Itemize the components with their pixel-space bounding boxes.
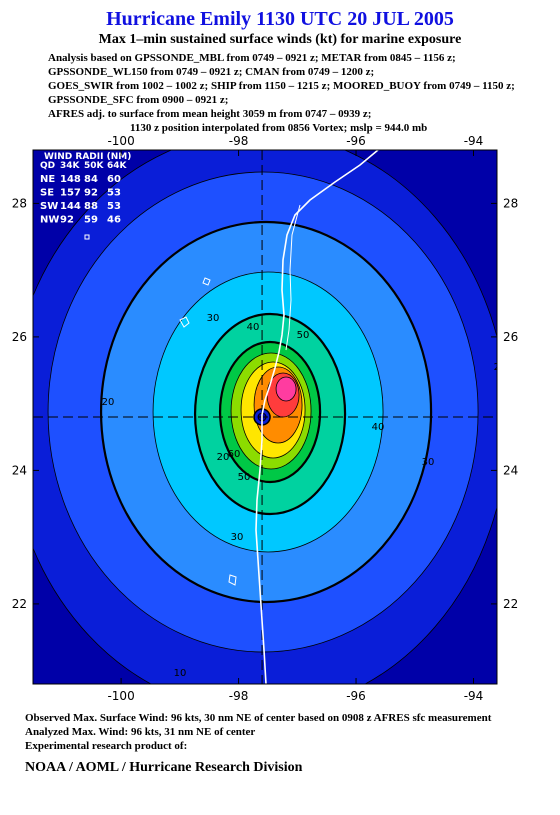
analysis-line: AFRES adj. to surface from mean height 3… bbox=[48, 108, 372, 120]
contour-label: 50 bbox=[297, 330, 310, 341]
analysis-line: GPSSONDE_WL150 from 0749 – 0921 z; CMAN … bbox=[48, 66, 375, 78]
y-tick-label: 28 bbox=[12, 196, 27, 210]
table-cell: 157 bbox=[60, 188, 81, 199]
organization: NOAA / AOML / Hurricane Research Divisio… bbox=[25, 760, 303, 775]
y-tick-label: 28 bbox=[503, 196, 518, 210]
y-tick-label: 26 bbox=[503, 330, 518, 344]
footer-line: Analyzed Max. Wind: 96 kts, 31 nm NE of … bbox=[25, 726, 256, 738]
y-tick-label: 26 bbox=[12, 330, 27, 344]
y-tick-label: 24 bbox=[12, 463, 27, 477]
x-tick-label: -96 bbox=[346, 689, 366, 703]
coastline bbox=[84, 150, 379, 684]
map-frame bbox=[32, 149, 498, 685]
x-tick-label: -96 bbox=[346, 134, 366, 148]
table-cell: NW bbox=[40, 215, 59, 226]
table-cell: 60 bbox=[107, 174, 121, 185]
table-cell: 92 bbox=[84, 188, 98, 199]
contour-label: 20 bbox=[217, 452, 230, 463]
contour-label: 30 bbox=[422, 457, 435, 468]
contour-label: 30 bbox=[231, 532, 244, 543]
table-cell: SW bbox=[40, 201, 58, 212]
subtitle: Max 1–min sustained surface winds (kt) f… bbox=[98, 32, 462, 47]
analysis-line: Analysis based on GPSSONDE_MBL from 0749… bbox=[48, 52, 456, 64]
x-tick-label: -98 bbox=[229, 134, 249, 148]
y-tick-label: 22 bbox=[12, 597, 27, 611]
table-cell: 88 bbox=[84, 201, 98, 212]
table-header: 34K bbox=[60, 161, 81, 171]
contour-label: 50 bbox=[238, 472, 251, 483]
wind-band bbox=[275, 376, 297, 402]
x-tick-label: -94 bbox=[464, 689, 484, 703]
y-tick-label: 22 bbox=[503, 597, 518, 611]
table-cell: 84 bbox=[84, 174, 98, 185]
contour-label: 40 bbox=[372, 422, 385, 433]
table-title: WIND RADII (NM) bbox=[44, 152, 131, 162]
table-cell: NE bbox=[40, 174, 55, 185]
table-cell: 92 bbox=[60, 215, 74, 226]
x-tick-label: -94 bbox=[464, 134, 484, 148]
title: Hurricane Emily 1130 UTC 20 JUL 2005 bbox=[106, 8, 454, 30]
analysis-line: 1130 z position interpolated from 0856 V… bbox=[130, 122, 428, 134]
analysis-line: GPSSONDE_SFC from 0900 – 0921 z; bbox=[48, 94, 229, 106]
x-tick-label: -100 bbox=[107, 134, 134, 148]
x-tick-label: -100 bbox=[107, 689, 134, 703]
table-cell: 53 bbox=[107, 188, 121, 199]
table-header: 50K bbox=[84, 161, 105, 171]
table-header: 64K bbox=[107, 161, 128, 171]
x-tick-label: -98 bbox=[229, 689, 249, 703]
table-cell: 144 bbox=[60, 201, 81, 212]
contour-label: 20 bbox=[102, 397, 115, 408]
contour-label: 60 bbox=[228, 449, 241, 460]
table-cell: 148 bbox=[60, 174, 81, 185]
footer-line: Experimental research product of: bbox=[25, 740, 188, 752]
table-cell: 59 bbox=[84, 215, 98, 226]
contour-label: 40 bbox=[247, 322, 260, 333]
table-cell: SE bbox=[40, 188, 54, 199]
contour-label: 20 bbox=[494, 362, 507, 373]
analysis-line: GOES_SWIR from 1002 – 1002 z; SHIP from … bbox=[48, 80, 515, 92]
footer-line: Observed Max. Surface Wind: 96 kts, 30 n… bbox=[25, 712, 492, 724]
contour-label: 10 bbox=[174, 668, 187, 679]
y-tick-label: 24 bbox=[503, 463, 518, 477]
table-cell: 53 bbox=[107, 201, 121, 212]
table-cell: 46 bbox=[107, 215, 121, 226]
table-header: QD bbox=[40, 161, 55, 171]
contour-label: 30 bbox=[207, 313, 220, 324]
